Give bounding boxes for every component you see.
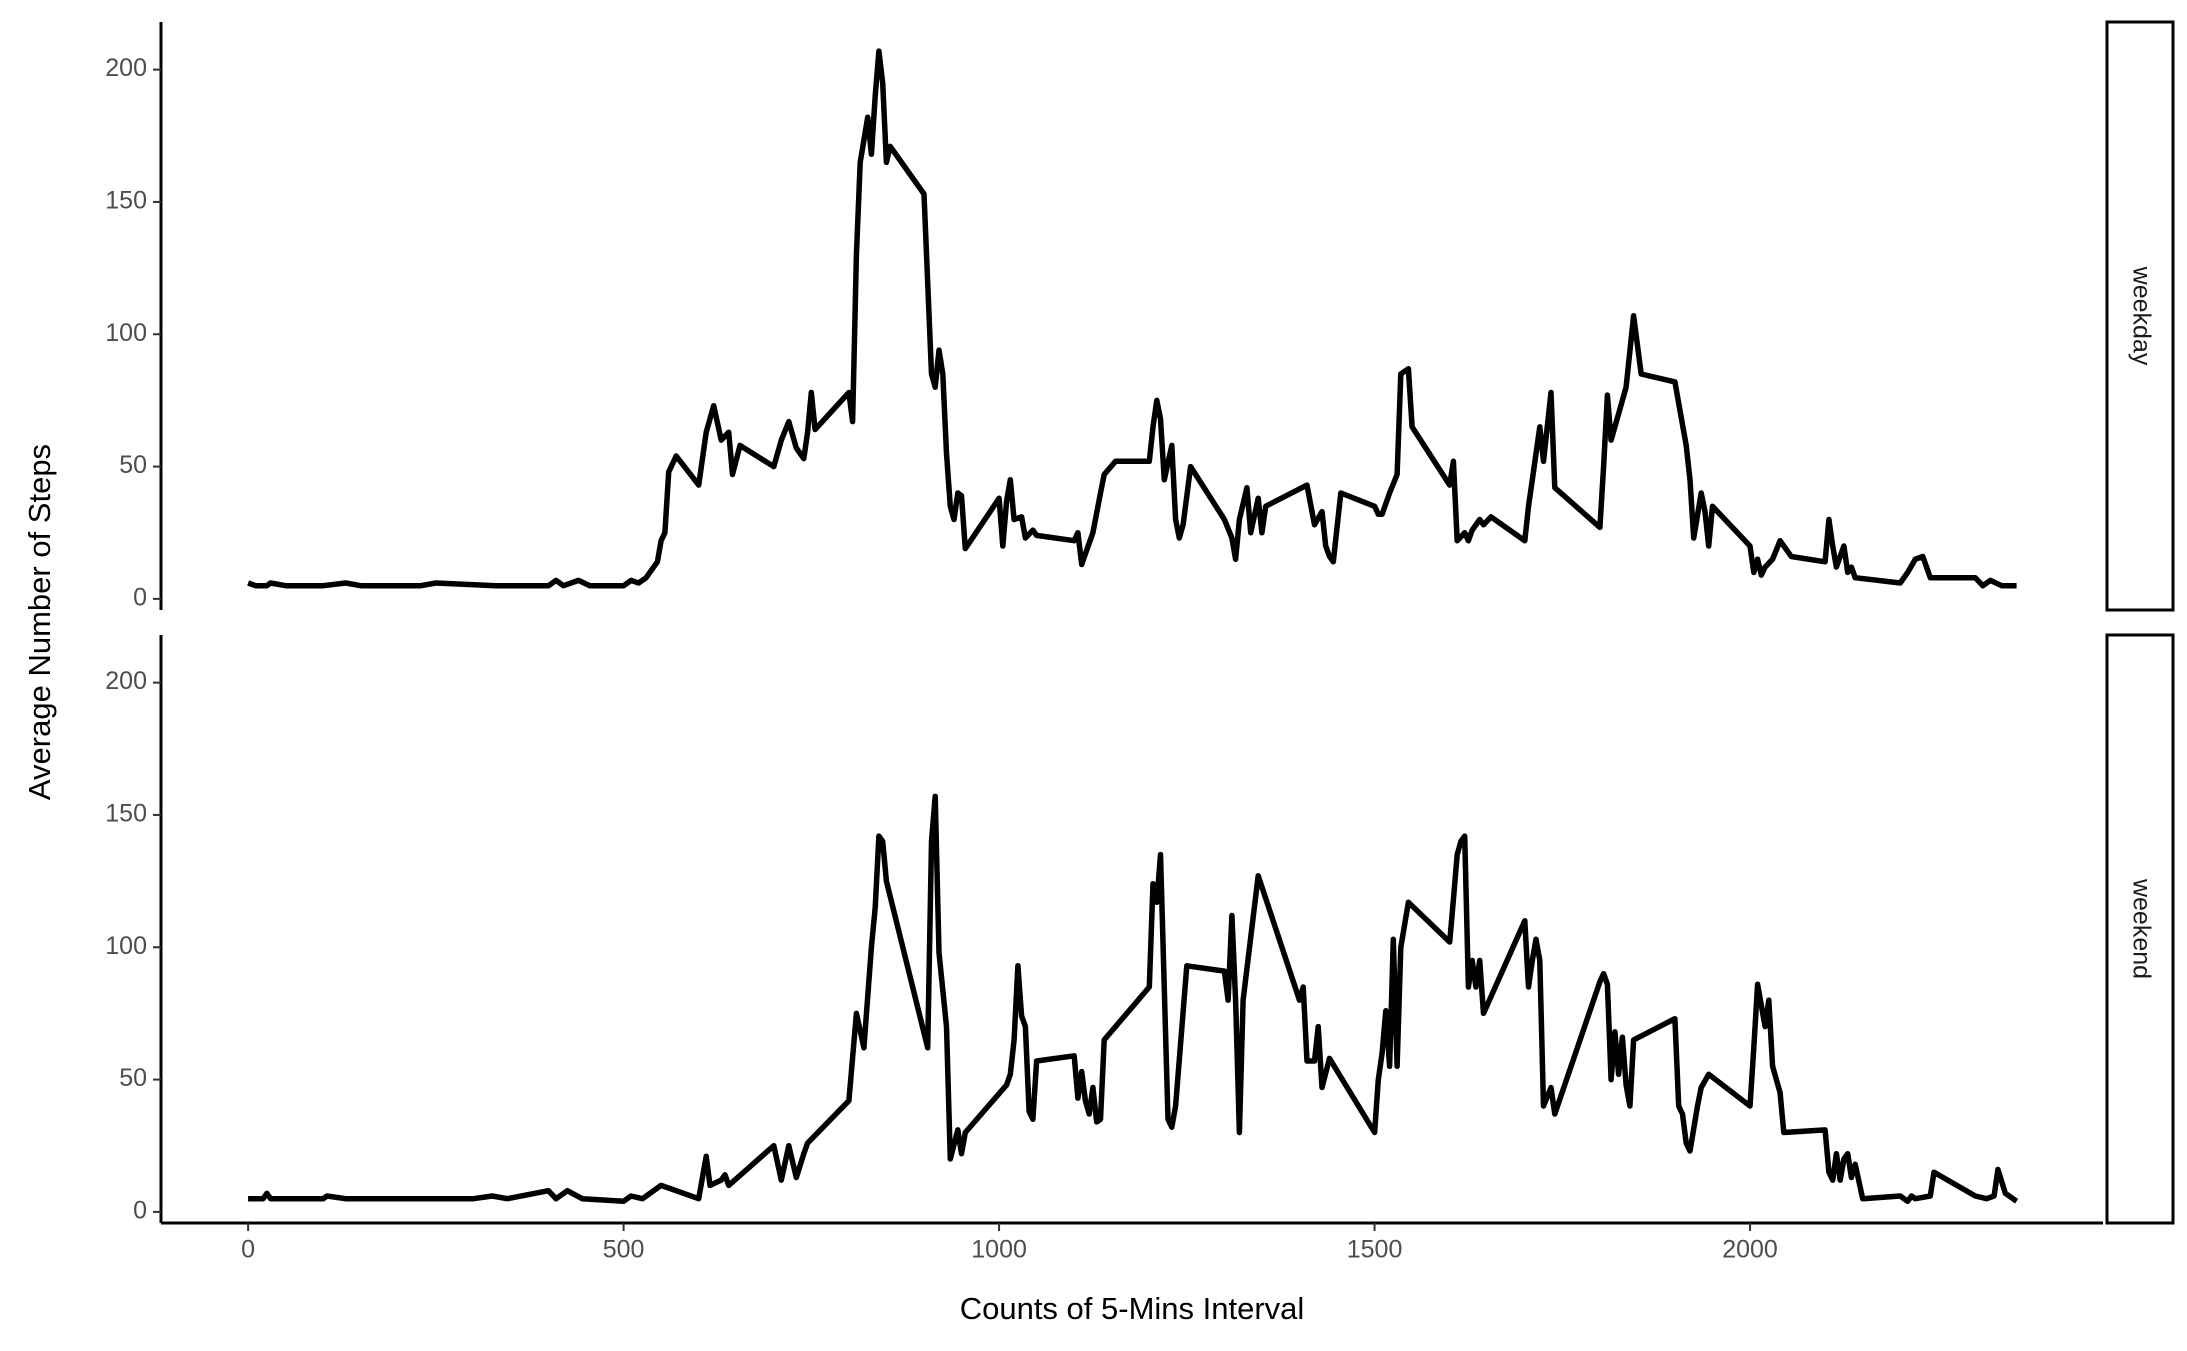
x-axis-title: Counts of 5-Mins Interval	[960, 1291, 1305, 1326]
x-tick-label: 1500	[1347, 1236, 1403, 1264]
y-tick-label: 100	[105, 319, 147, 347]
x-tick-label: 500	[603, 1236, 645, 1264]
line	[247, 48, 2017, 589]
y-tick-label: 150	[105, 187, 147, 215]
y-tick-label: 200	[105, 667, 147, 695]
x-tick-label: 2000	[1722, 1236, 1778, 1264]
x-tick-label: 1000	[971, 1236, 1027, 1264]
y-tick-label: 150	[105, 800, 147, 828]
strip	[2105, 20, 2175, 612]
y-tick-label: 0	[133, 1196, 147, 1224]
strip	[2105, 633, 2175, 1225]
y-tick-label: 100	[105, 932, 147, 960]
strip-label: weekend	[2127, 878, 2155, 979]
line	[248, 793, 2019, 1205]
y-tick-label: 0	[133, 583, 147, 611]
y-tick-label: 50	[119, 451, 147, 479]
x-tick-label: 0	[241, 1236, 255, 1264]
y-tick-label: 50	[119, 1064, 147, 1092]
y-tick-label: 200	[105, 54, 147, 82]
y-axis-title: Average Number of Steps	[22, 444, 57, 800]
strip-label: weekday	[2127, 266, 2155, 366]
